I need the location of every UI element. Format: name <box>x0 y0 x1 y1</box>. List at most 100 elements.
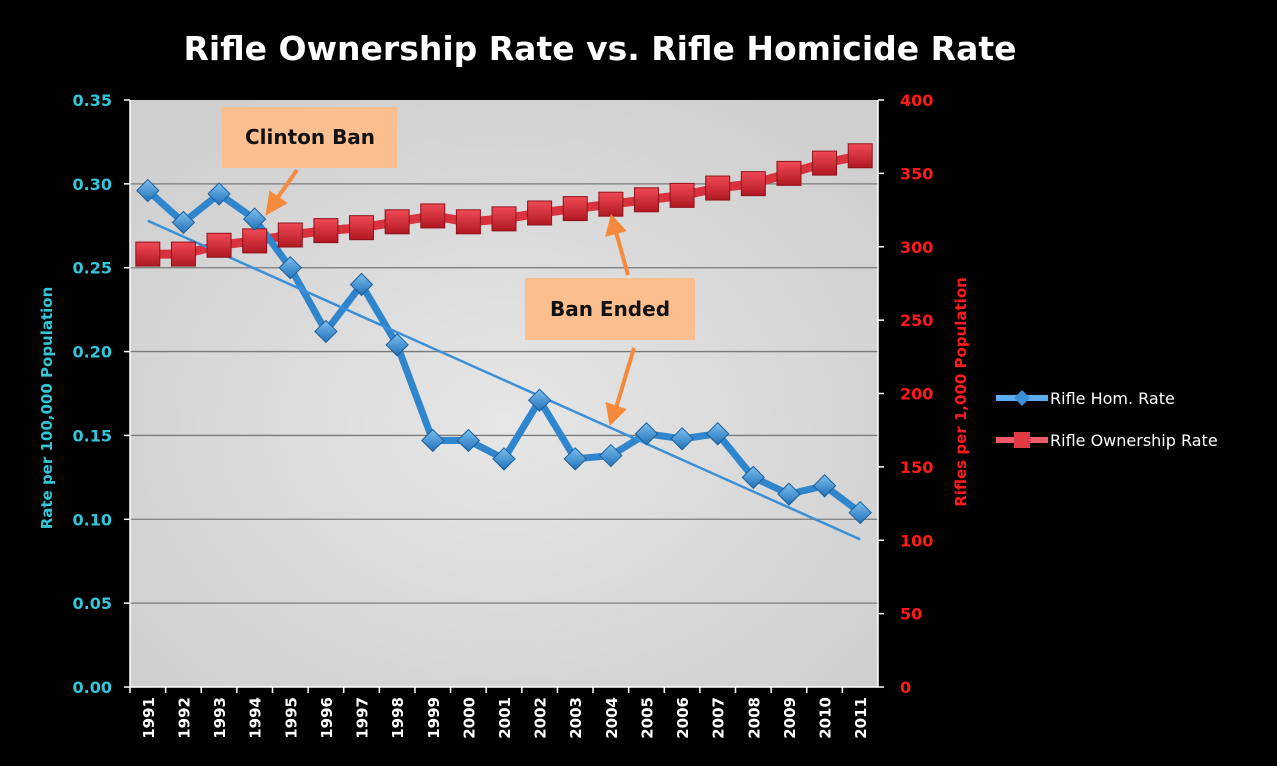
y-tick-label: 0.00 <box>73 678 112 697</box>
x-tick-label: 2008 <box>745 697 763 739</box>
homicide-point <box>634 422 659 446</box>
x-tick-label: 2011 <box>852 697 870 739</box>
y2-tick-label: 200 <box>900 385 933 404</box>
y-tick-label: 0.10 <box>73 510 112 529</box>
x-tick-label: 1993 <box>211 697 229 739</box>
homicide-point <box>171 210 196 235</box>
homicide-point <box>670 427 694 451</box>
y-axis-label: Rate per 100,000 Population <box>38 287 56 530</box>
y2-tick-label: 400 <box>900 91 933 110</box>
legend: Rifle Hom. Rate Rifle Ownership Rate <box>996 389 1218 450</box>
ownership-point <box>455 209 481 235</box>
ownership-point <box>242 228 268 254</box>
homicide-point <box>777 482 801 506</box>
x-tick-label: 1997 <box>354 697 372 739</box>
ownership-point <box>740 171 766 197</box>
y-tick-label: 0.30 <box>73 175 112 194</box>
arrowhead-clinton-ban <box>265 190 288 216</box>
ownership-point <box>420 203 446 229</box>
y2-tick-label: 0 <box>900 678 911 697</box>
annotation-ban-ended: Ban Ended <box>550 297 670 321</box>
y2-tick-label: 350 <box>900 164 933 183</box>
x-tick-label: 1991 <box>140 697 158 739</box>
homicide-point <box>456 428 481 453</box>
homicide-point <box>278 256 302 280</box>
homicide-point <box>314 319 338 344</box>
homicide-point <box>599 443 623 468</box>
ownership-point <box>527 200 553 226</box>
y2-tick-label: 150 <box>900 458 933 477</box>
ownership-point <box>812 150 838 176</box>
ownership-point <box>776 160 802 186</box>
y-tick-label: 0.20 <box>73 343 112 362</box>
y2-tick-label: 50 <box>900 605 922 624</box>
y2-axis-label: Rifles per 1,000 Population <box>952 277 970 507</box>
arrow-ban-ended-down <box>614 347 636 409</box>
legend-square-icon <box>1014 432 1030 448</box>
ownership-point <box>170 241 196 267</box>
homicide-point <box>741 465 766 490</box>
ownership-point <box>277 222 303 248</box>
y2-tick-label: 100 <box>900 531 933 550</box>
legend-diamond-icon <box>1014 390 1030 406</box>
ownership-point <box>349 215 375 241</box>
x-tick-label: 1996 <box>318 697 336 739</box>
y-tick-label: 0.25 <box>73 259 112 278</box>
arrow-clinton-ban <box>274 168 299 202</box>
x-tick-label: 1999 <box>425 697 443 739</box>
x-tick-label: 2010 <box>817 697 835 739</box>
arrow-ban-ended-up <box>614 231 630 276</box>
y2-tick-label: 250 <box>900 311 933 330</box>
y-tick-label: 0.15 <box>73 426 112 445</box>
homicide-point <box>812 474 837 498</box>
x-tick-label: 2006 <box>674 697 692 739</box>
x-tick-label: 1994 <box>247 697 265 739</box>
homicide-point <box>527 388 552 412</box>
x-tick-label: 2003 <box>567 697 585 739</box>
arrowhead-ban-ended-up <box>605 213 627 237</box>
chart-title: Rifle Ownership Rate vs. Rifle Homicide … <box>183 29 1016 68</box>
ownership-point <box>633 187 659 213</box>
legend-label-own: Rifle Ownership Rate <box>1050 431 1218 450</box>
ownership-point <box>313 218 339 244</box>
ownership-point <box>847 143 873 169</box>
ownership-point <box>562 196 588 222</box>
arrowhead-ban-ended-down <box>605 402 627 427</box>
x-tick-label: 2001 <box>496 697 514 739</box>
ownership-point <box>206 232 232 258</box>
ownership-point <box>598 191 624 217</box>
ownership-point <box>669 182 695 208</box>
trendline <box>147 219 861 541</box>
ownership-point <box>491 206 517 232</box>
plot-area <box>130 100 878 687</box>
x-tick-label: 2002 <box>532 697 550 739</box>
x-tick-label: 2004 <box>603 697 621 739</box>
homicide-point <box>492 447 516 471</box>
legend-label-hom: Rifle Hom. Rate <box>1050 389 1175 408</box>
annotation-box-ban-ended <box>525 278 695 340</box>
homicide-point <box>706 422 730 446</box>
x-tick-label: 1995 <box>282 697 300 739</box>
ownership-point <box>384 209 410 235</box>
x-tick-label: 1998 <box>389 697 407 739</box>
homicide-point <box>242 207 267 231</box>
x-tick-label: 2005 <box>638 697 656 739</box>
x-tick-label: 2007 <box>710 697 728 739</box>
y-tick-label: 0.05 <box>73 594 112 613</box>
x-tick-label: 1992 <box>175 697 193 739</box>
homicide-point <box>349 272 374 297</box>
y-tick-label: 0.35 <box>73 91 112 110</box>
homicide-point <box>848 500 872 525</box>
homicide-point <box>136 178 160 203</box>
ownership-point <box>135 241 161 267</box>
annotation-clinton-ban: Clinton Ban <box>245 125 375 149</box>
ownership-point <box>705 175 731 201</box>
homicide-point <box>563 447 587 471</box>
x-tick-label: 2000 <box>460 697 478 739</box>
annotation-box-clinton-ban <box>222 107 397 168</box>
x-tick-label: 2009 <box>781 697 799 739</box>
homicide-point <box>421 428 445 453</box>
homicide-point <box>207 182 231 206</box>
homicide-point <box>385 333 409 357</box>
